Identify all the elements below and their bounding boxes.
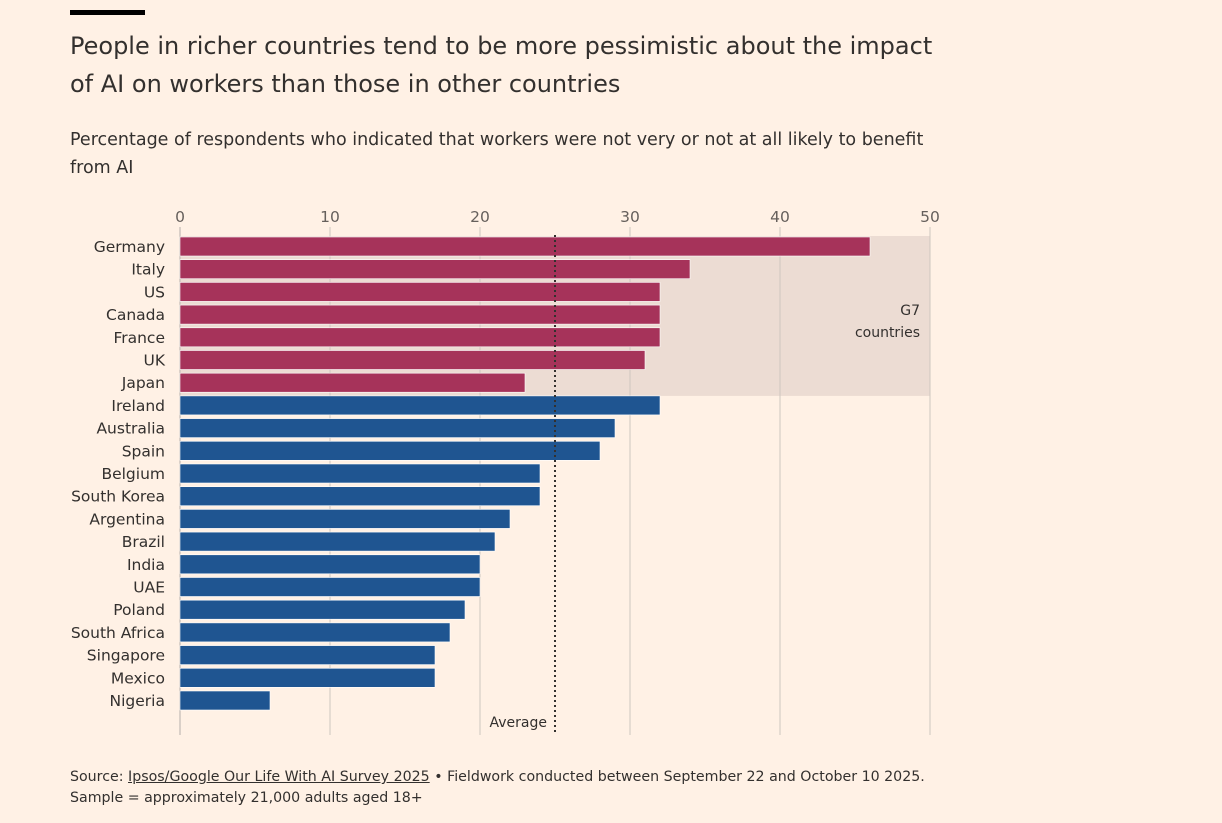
- bar-argentina: [179, 509, 511, 529]
- country-label: Brazil: [122, 533, 165, 551]
- country-label: Argentina: [89, 510, 165, 528]
- x-tick-label: 20: [470, 208, 490, 226]
- bar-nigeria: [179, 690, 271, 711]
- country-label: India: [127, 556, 165, 574]
- source-suffix: • Fieldwork conducted between September …: [70, 769, 925, 806]
- bar-canada: [179, 304, 661, 325]
- bar-south-korea: [179, 486, 541, 507]
- source-note: Source: Ipsos/Google Our Life With AI Su…: [70, 767, 950, 809]
- bar-italy: [179, 259, 691, 279]
- country-label: South Africa: [71, 624, 165, 642]
- bar-us: [179, 282, 661, 302]
- source-link[interactable]: Ipsos/Google Our Life With AI Survey 202…: [128, 769, 430, 785]
- country-label: Nigeria: [110, 692, 165, 710]
- bar-uk: [179, 350, 646, 370]
- bar-belgium: [179, 463, 541, 484]
- bar-ireland: [179, 395, 661, 416]
- average-layer: Average G7 countries: [490, 235, 920, 735]
- country-label: Germany: [94, 238, 165, 256]
- country-label: Singapore: [87, 647, 165, 665]
- bar-poland: [179, 599, 466, 620]
- source-prefix: Source:: [70, 769, 129, 785]
- country-label: Spain: [122, 442, 165, 460]
- country-label: South Korea: [71, 488, 165, 506]
- x-tick-label: 30: [620, 208, 640, 226]
- bar-chart: 0 10 20 30 40 50 Germany Italy US Canada France UK…: [71, 208, 940, 735]
- bar-france: [179, 327, 661, 348]
- g7-annotation-line1: G7: [900, 303, 920, 319]
- country-label: France: [113, 329, 165, 347]
- country-label: Mexico: [111, 669, 165, 687]
- country-label: Belgium: [101, 465, 165, 483]
- country-label: UK: [143, 352, 165, 370]
- country-label: Japan: [121, 374, 165, 392]
- country-label-layer: Germany Italy US Canada France UK Japan Ireland…: [71, 238, 166, 710]
- country-label: Ireland: [111, 397, 165, 415]
- x-tick-label: 40: [770, 208, 790, 226]
- average-label: Average: [490, 715, 548, 731]
- bar-germany: [179, 236, 871, 257]
- x-tick-label: 10: [320, 208, 340, 226]
- top-rule: [70, 10, 145, 15]
- g7-annotation-line2: countries: [855, 325, 920, 341]
- country-label: US: [144, 283, 165, 301]
- country-label: Canada: [106, 306, 165, 324]
- country-label: Australia: [96, 420, 165, 438]
- bar-india: [179, 554, 481, 575]
- x-tick-label: 0: [175, 208, 185, 226]
- country-label: Italy: [131, 261, 165, 279]
- bar-layer: [179, 236, 871, 711]
- chart-subtitle: Percentage of respondents who indicated …: [70, 130, 924, 178]
- chart-title: People in richer countries tend to be mo…: [70, 32, 933, 98]
- bar-uae: [179, 577, 481, 597]
- bar-south-africa: [179, 622, 451, 643]
- country-label: Poland: [113, 601, 165, 619]
- country-label: UAE: [133, 579, 165, 597]
- bar-japan: [179, 372, 526, 393]
- bar-mexico: [179, 667, 436, 688]
- x-tick-label: 50: [920, 208, 940, 226]
- bar-singapore: [179, 645, 436, 665]
- bar-australia: [179, 418, 616, 438]
- bar-brazil: [179, 531, 496, 552]
- bar-spain: [179, 441, 601, 461]
